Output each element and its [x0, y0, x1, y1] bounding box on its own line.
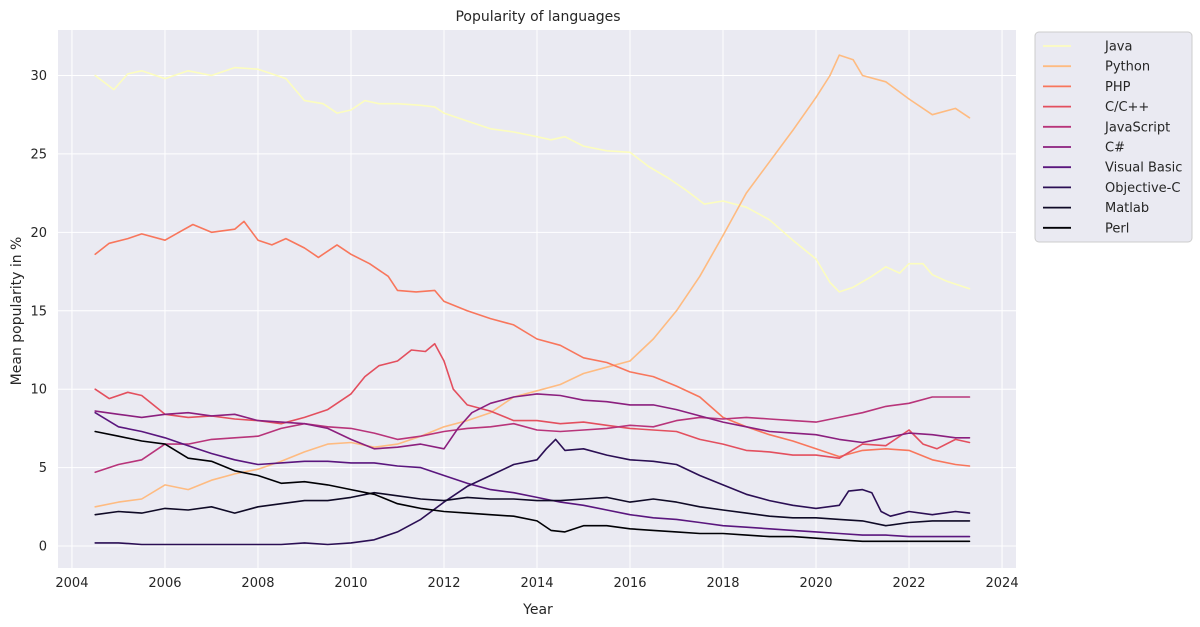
- legend-label: Objective-C: [1105, 181, 1180, 196]
- series-line-php: [94, 220, 971, 467]
- legend-box: [1034, 31, 1193, 243]
- legend-label: Perl: [1105, 221, 1129, 236]
- x-tick-label: 2006: [148, 576, 181, 591]
- y-tick-label: 20: [30, 226, 47, 241]
- series-line-java: [94, 66, 971, 293]
- tick-labels: 2004 2006 2008 2010 2012 2014 2016 2018 2020 2022…: [30, 69, 1018, 591]
- series-line-c-: [94, 393, 971, 450]
- legend-label: Matlab: [1105, 201, 1149, 216]
- legend-label: Visual Basic: [1105, 161, 1182, 176]
- series-line-javascript: [94, 396, 971, 474]
- series-line-visual-basic: [94, 411, 971, 538]
- x-tick-label: 2010: [334, 576, 367, 591]
- legend-label: PHP: [1105, 80, 1131, 95]
- series-line-python: [94, 54, 971, 508]
- x-tick-label: 2004: [55, 576, 88, 591]
- series-line-c-c-: [94, 342, 971, 459]
- legend: Java Python PHP C/C++ JavaScript C# Visual Bas…: [1034, 31, 1193, 243]
- x-tick-label: 2014: [520, 576, 553, 591]
- series-line-objective-c: [94, 438, 971, 546]
- x-tick-label: 2022: [892, 576, 925, 591]
- y-tick-label: 30: [30, 69, 47, 84]
- y-tick-label: 10: [30, 383, 47, 398]
- series-lines: [94, 54, 971, 546]
- y-tick-label: 5: [39, 461, 47, 476]
- y-tick-label: 25: [30, 147, 47, 162]
- y-tick-label: 15: [30, 304, 47, 319]
- x-tick-label: 2018: [706, 576, 739, 591]
- x-axis-title: Year: [522, 602, 553, 618]
- legend-label: Python: [1105, 60, 1150, 75]
- x-tick-label: 2012: [427, 576, 460, 591]
- x-tick-label: 2024: [986, 576, 1019, 591]
- y-tick-label: 0: [39, 540, 47, 555]
- series-line-matlab: [94, 491, 971, 527]
- legend-label: C#: [1105, 141, 1125, 156]
- legend-label: C/C++: [1105, 100, 1149, 115]
- y-axis-title: Mean popularity in %: [9, 237, 25, 386]
- x-tick-label: 2008: [241, 576, 274, 591]
- chart-title: Popularity of languages: [455, 9, 620, 25]
- x-tick-label: 2016: [613, 576, 646, 591]
- legend-label: Java: [1104, 40, 1132, 55]
- legend-label: JavaScript: [1104, 120, 1170, 135]
- grid: [58, 30, 1016, 568]
- series-line-perl: [94, 430, 971, 543]
- x-tick-label: 2020: [799, 576, 832, 591]
